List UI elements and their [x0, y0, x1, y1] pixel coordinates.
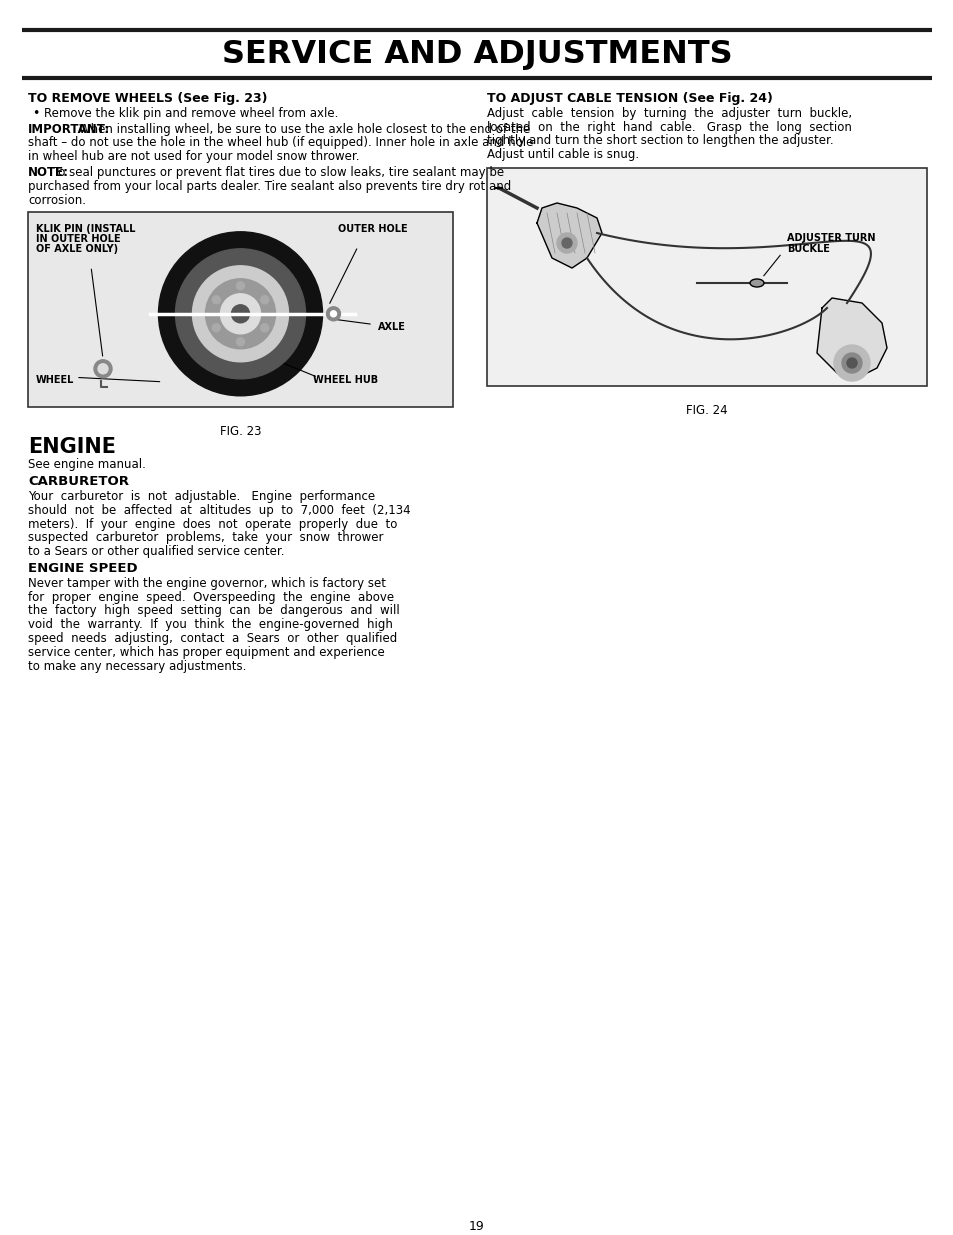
Text: IMPORTANT:: IMPORTANT:	[28, 122, 110, 136]
Circle shape	[98, 364, 108, 374]
Text: When installing wheel, be sure to use the axle hole closest to the end of the: When installing wheel, be sure to use th…	[79, 122, 530, 136]
Circle shape	[158, 232, 322, 395]
Circle shape	[94, 359, 112, 378]
Text: •: •	[32, 106, 39, 120]
Text: in wheel hub are not used for your model snow thrower.: in wheel hub are not used for your model…	[28, 151, 359, 163]
Text: should  not  be  affected  at  altitudes  up  to  7,000  feet  (2,134: should not be affected at altitudes up t…	[28, 504, 410, 516]
Circle shape	[326, 306, 340, 321]
Text: FIG. 23: FIG. 23	[219, 425, 261, 438]
Text: 19: 19	[469, 1220, 484, 1233]
Text: AXLE: AXLE	[377, 322, 405, 332]
Text: See engine manual.: See engine manual.	[28, 458, 146, 472]
Circle shape	[212, 324, 220, 332]
Circle shape	[175, 248, 305, 379]
Circle shape	[205, 279, 275, 348]
Text: BUCKLE: BUCKLE	[786, 245, 829, 254]
Text: Adjust  cable  tension  by  turning  the  adjuster  turn  buckle,: Adjust cable tension by turning the adju…	[486, 106, 851, 120]
Polygon shape	[537, 203, 601, 268]
Text: speed  needs  adjusting,  contact  a  Sears  or  other  qualified: speed needs adjusting, contact a Sears o…	[28, 632, 396, 645]
Text: OUTER HOLE: OUTER HOLE	[337, 225, 407, 235]
Circle shape	[833, 345, 869, 382]
Circle shape	[260, 296, 269, 304]
Circle shape	[330, 311, 336, 317]
Text: ENGINE: ENGINE	[28, 437, 116, 457]
Circle shape	[232, 305, 250, 322]
Circle shape	[841, 353, 862, 373]
Ellipse shape	[749, 279, 763, 287]
Text: IN OUTER HOLE: IN OUTER HOLE	[36, 235, 120, 245]
Text: meters).  If  your  engine  does  not  operate  properly  due  to: meters). If your engine does not operate…	[28, 517, 397, 531]
Circle shape	[236, 338, 244, 346]
Text: Your  carburetor  is  not  adjustable.   Engine  performance: Your carburetor is not adjustable. Engin…	[28, 490, 375, 503]
Text: located  on  the  right  hand  cable.   Grasp  the  long  section: located on the right hand cable. Grasp t…	[486, 121, 851, 133]
Circle shape	[193, 266, 288, 362]
Text: KLIK PIN (INSTALL: KLIK PIN (INSTALL	[36, 225, 135, 235]
Text: Remove the klik pin and remove wheel from axle.: Remove the klik pin and remove wheel fro…	[44, 106, 338, 120]
Text: ADJUSTER TURN: ADJUSTER TURN	[786, 233, 875, 243]
Text: TO ADJUST CABLE TENSION (See Fig. 24): TO ADJUST CABLE TENSION (See Fig. 24)	[486, 91, 772, 105]
Circle shape	[236, 282, 244, 290]
Text: void  the  warranty.  If  you  think  the  engine-governed  high: void the warranty. If you think the engi…	[28, 619, 393, 631]
Text: To seal punctures or prevent flat tires due to slow leaks, tire sealant may be: To seal punctures or prevent flat tires …	[53, 165, 504, 179]
Text: WHEEL: WHEEL	[36, 375, 74, 385]
Text: NOTE:: NOTE:	[28, 165, 69, 179]
Text: WHEEL HUB: WHEEL HUB	[313, 375, 377, 385]
Circle shape	[846, 358, 856, 368]
Circle shape	[212, 296, 220, 304]
Text: corrosion.: corrosion.	[28, 194, 86, 206]
Text: CARBURETOR: CARBURETOR	[28, 475, 129, 488]
Bar	[486, 168, 926, 387]
Text: SERVICE AND ADJUSTMENTS: SERVICE AND ADJUSTMENTS	[221, 38, 732, 69]
Text: to a Sears or other qualified service center.: to a Sears or other qualified service ce…	[28, 545, 284, 558]
Text: ENGINE SPEED: ENGINE SPEED	[28, 562, 137, 576]
Circle shape	[561, 238, 572, 248]
Circle shape	[260, 324, 269, 332]
Polygon shape	[816, 298, 886, 378]
Text: tightly and turn the short section to lengthen the adjuster.: tightly and turn the short section to le…	[486, 135, 833, 147]
Text: FIG. 24: FIG. 24	[685, 404, 727, 417]
Text: service center, which has proper equipment and experience: service center, which has proper equipme…	[28, 646, 384, 658]
Text: the  factory  high  speed  setting  can  be  dangerous  and  will: the factory high speed setting can be da…	[28, 604, 399, 618]
Text: TO REMOVE WHEELS (See Fig. 23): TO REMOVE WHEELS (See Fig. 23)	[28, 91, 267, 105]
Text: OF AXLE ONLY): OF AXLE ONLY)	[36, 245, 118, 254]
Text: Adjust until cable is snug.: Adjust until cable is snug.	[486, 148, 639, 162]
Text: to make any necessary adjustments.: to make any necessary adjustments.	[28, 659, 246, 673]
Text: shaft – do not use the hole in the wheel hub (if equipped). Inner hole in axle a: shaft – do not use the hole in the wheel…	[28, 136, 533, 149]
Text: for  proper  engine  speed.  Overspeeding  the  engine  above: for proper engine speed. Overspeeding th…	[28, 590, 394, 604]
Circle shape	[557, 233, 577, 253]
Text: Never tamper with the engine governor, which is factory set: Never tamper with the engine governor, w…	[28, 577, 386, 590]
Text: purchased from your local parts dealer. Tire sealant also prevents tire dry rot : purchased from your local parts dealer. …	[28, 180, 511, 193]
Text: suspected  carburetor  problems,  take  your  snow  thrower: suspected carburetor problems, take your…	[28, 531, 383, 545]
Circle shape	[220, 294, 260, 333]
Bar	[28, 212, 453, 408]
